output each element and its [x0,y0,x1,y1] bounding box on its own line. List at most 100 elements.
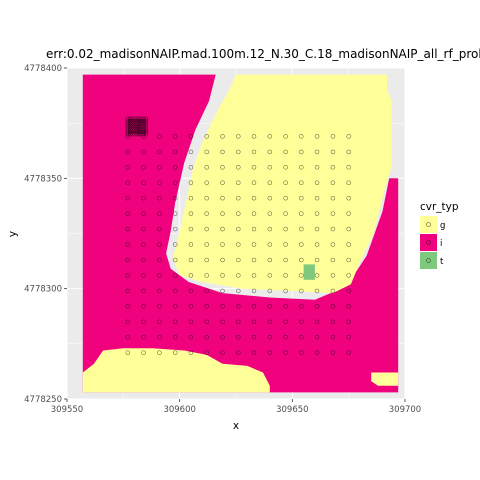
sample-point [299,211,304,216]
sample-point [125,319,131,325]
sample-point [220,195,225,201]
sample-point [283,195,288,201]
sample-point [346,319,351,325]
sample-point [283,226,288,232]
sample-point [346,211,351,216]
sample-point [125,288,131,294]
sample-point [283,273,288,278]
sample-point [330,273,336,278]
sample-points [125,116,351,355]
sample-point [283,134,288,139]
sample-point [220,149,225,155]
sample-point [314,273,320,278]
raster-regions [82,74,399,393]
sample-point-dense [132,116,137,122]
sample-point [251,350,257,355]
sample-point [299,350,304,355]
x-axis-ticks: 309550 309600 309650 309700 [51,399,421,415]
sample-point [283,334,288,340]
sample-point [251,334,257,340]
sample-point [172,211,178,216]
sample-point [125,195,131,201]
sample-point [236,273,241,278]
sample-point [204,319,209,325]
sample-point [157,134,162,139]
sample-point [220,180,225,185]
sample-point [346,165,351,170]
sample-point [314,319,320,325]
sample-point [299,257,304,263]
sample-point [172,226,178,232]
sample-point [236,319,241,325]
sample-point [172,350,178,355]
sample-point [236,180,241,185]
sample-point [172,319,178,325]
sample-point [157,257,162,263]
sample-point [157,319,162,325]
sample-point [141,149,146,155]
sample-point [283,304,288,309]
sample-point [236,226,241,232]
sample-point [267,180,273,185]
sample-point [188,165,194,170]
sample-point [267,149,273,155]
sample-point [267,304,273,309]
legend-marker-g [426,222,431,227]
sample-point [125,149,131,155]
sample-point [125,257,131,263]
sample-point [330,319,336,325]
sample-point [330,149,336,155]
sample-point [330,195,336,201]
sample-point [299,288,304,294]
sample-point [299,304,304,309]
sample-point [267,288,273,294]
sample-point [157,211,162,216]
sample-point [172,165,178,170]
sample-point [220,334,225,340]
y-axis-ticks: 4778250 4778300 4778350 4778400 [24,64,67,405]
sample-point [314,149,320,155]
sample-point [267,242,273,247]
sample-point [188,334,194,340]
sample-point [157,226,162,232]
sample-point [267,319,273,325]
sample-point [283,350,288,355]
sample-point [204,211,209,216]
sample-point [251,149,257,155]
sample-point [314,134,320,139]
sample-point [267,195,273,201]
sample-point [330,211,336,216]
sample-point [346,334,351,340]
sample-point-dense [141,116,146,122]
sample-point [236,334,241,340]
sample-point [172,134,178,139]
sample-point [299,195,304,201]
region-g-1 [172,74,392,294]
sample-point [330,257,336,263]
region-t-4 [303,264,315,280]
sample-point [283,165,288,170]
sample-point [157,350,162,355]
sample-point [236,195,241,201]
sample-point [204,242,209,247]
sample-point [236,165,241,170]
sample-point [314,226,320,232]
region-g-2 [82,348,270,393]
y-tick-label: 4778250 [24,395,62,405]
sample-point [299,334,304,340]
sample-point [251,211,257,216]
sample-point [330,350,336,355]
sample-point [204,304,209,309]
sample-point [220,273,225,278]
sample-point [314,242,320,247]
sample-point [220,257,225,263]
sample-point [236,211,241,216]
x-tick-label: 309650 [276,405,308,415]
sample-point [267,350,273,355]
sample-point [314,211,320,216]
y-tick-label: 4778400 [24,64,62,74]
legend-label-g: g [440,221,445,231]
sample-point [204,180,209,185]
sample-point [267,273,273,278]
